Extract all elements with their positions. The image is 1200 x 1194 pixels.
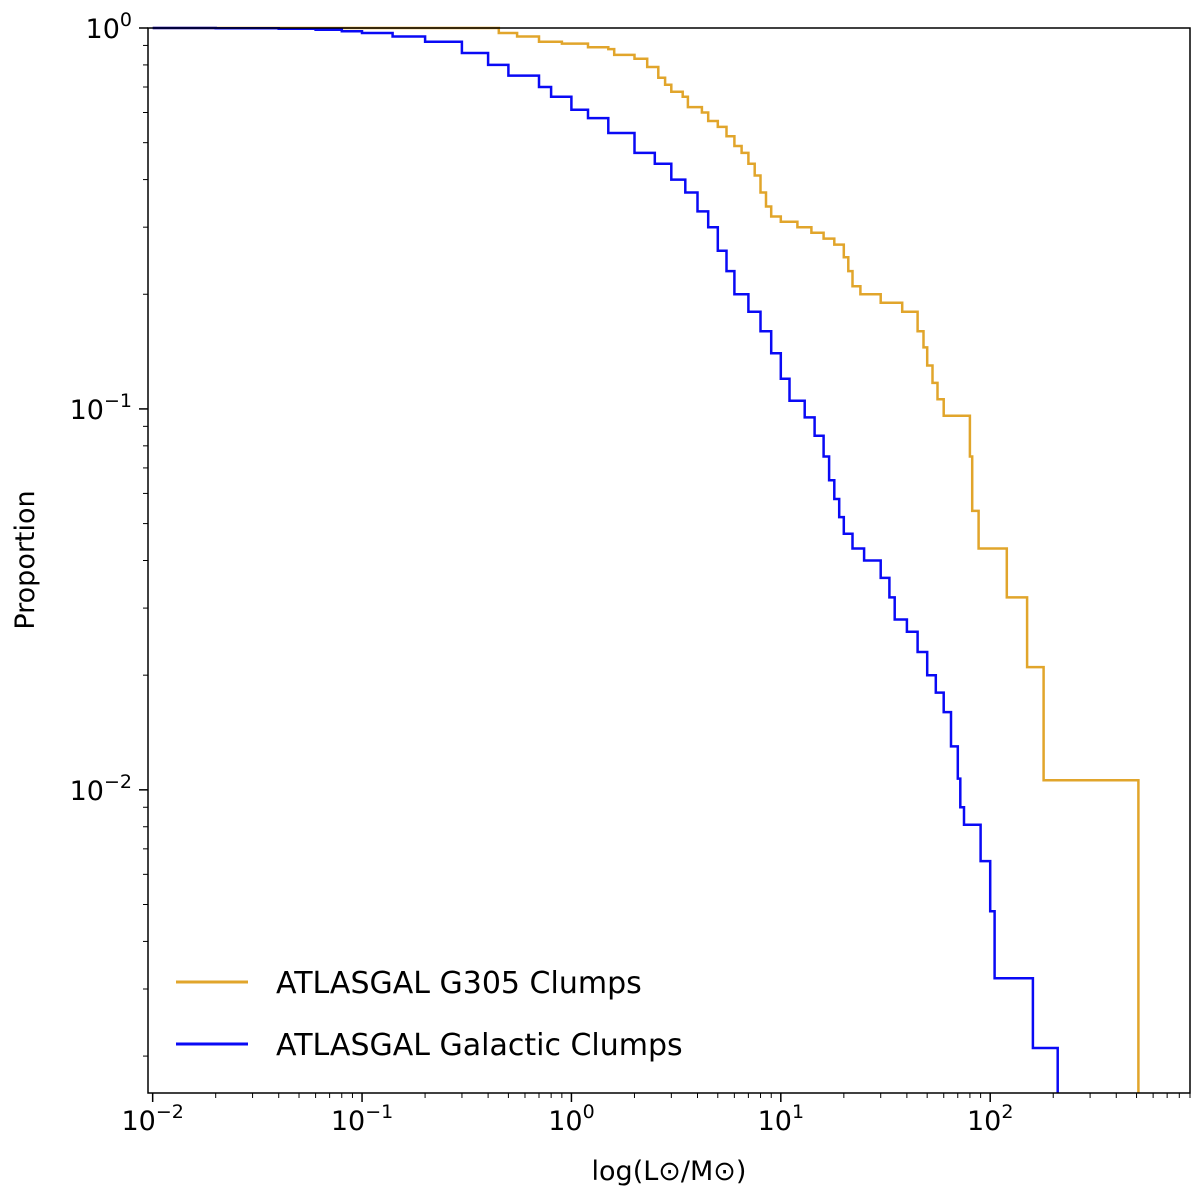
x-tick-label: 10−1: [331, 1101, 393, 1137]
y-axis-label: Proportion: [10, 490, 41, 629]
x-axis-label: log(L⊙/M⊙): [592, 1156, 747, 1187]
plot-frame: [147, 27, 1191, 1094]
y-tick-label: 100: [86, 9, 132, 45]
x-tick-label: 10−2: [121, 1101, 183, 1137]
legend-label-galactic: ATLASGAL Galactic Clumps: [276, 1028, 683, 1063]
tick-layer: 10−2 10−1 100 101 102 100 10−1 10−2: [70, 9, 1191, 1137]
x-tick-label: 100: [548, 1101, 594, 1137]
x-tick-label: 102: [967, 1101, 1013, 1137]
y-tick-label: 10−1: [70, 390, 132, 426]
legend-label-g305: ATLASGAL G305 Clumps: [276, 966, 642, 1001]
x-tick-label: 101: [758, 1101, 804, 1137]
series-line-1: [152, 26, 1059, 1093]
series-line-0: [152, 26, 1140, 1093]
y-tick-label: 10−2: [70, 771, 132, 807]
legend: ATLASGAL G305 Clumps ATLASGAL Galactic C…: [176, 966, 683, 1063]
series-layer: [152, 26, 1140, 1093]
